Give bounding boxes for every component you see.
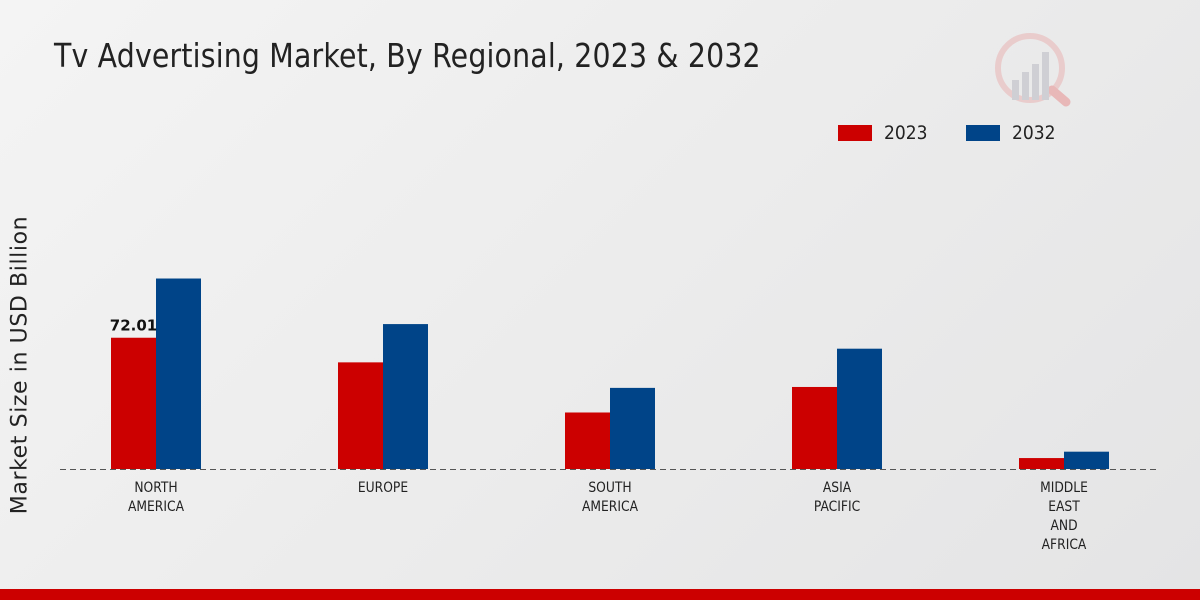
brand-logo-icon bbox=[995, 33, 1071, 107]
legend-swatch-2032 bbox=[966, 125, 1001, 141]
x-tick-label-4: MIDDLE EAST AND AFRICA bbox=[1040, 480, 1088, 553]
chart-title: Tv Advertising Market, By Regional, 2023… bbox=[54, 36, 761, 75]
bar-2023-0 bbox=[111, 337, 156, 469]
bar-2032-3 bbox=[837, 348, 882, 469]
bar-2032-4 bbox=[1064, 451, 1109, 469]
bar-2023-3 bbox=[792, 386, 837, 469]
bar-2023-4 bbox=[1019, 458, 1064, 469]
bar-2032-1 bbox=[383, 324, 428, 469]
legend-item-2032: 2032 bbox=[966, 122, 1060, 144]
legend-label-2023: 2023 bbox=[884, 122, 928, 144]
x-tick-label-2: SOUTH AMERICA bbox=[582, 480, 638, 515]
x-tick-label-3: ASIA PACIFIC bbox=[814, 480, 860, 515]
bar-2023-2 bbox=[565, 412, 610, 469]
bottom-accent-bar bbox=[0, 589, 1200, 600]
legend-item-2023: 2023 bbox=[838, 122, 932, 144]
data-label-0: 72.01 bbox=[110, 317, 157, 335]
legend-label-2032: 2032 bbox=[1012, 122, 1056, 144]
legend-swatch-2023 bbox=[838, 125, 872, 141]
chart-legend: 2023 2032 bbox=[838, 122, 1061, 144]
bar-2032-0 bbox=[156, 278, 201, 469]
x-tick-label-1: EUROPE bbox=[358, 480, 408, 496]
bar-2032-2 bbox=[610, 387, 655, 469]
bar-2023-1 bbox=[338, 362, 383, 469]
x-tick-label-0: NORTH AMERICA bbox=[128, 480, 184, 515]
